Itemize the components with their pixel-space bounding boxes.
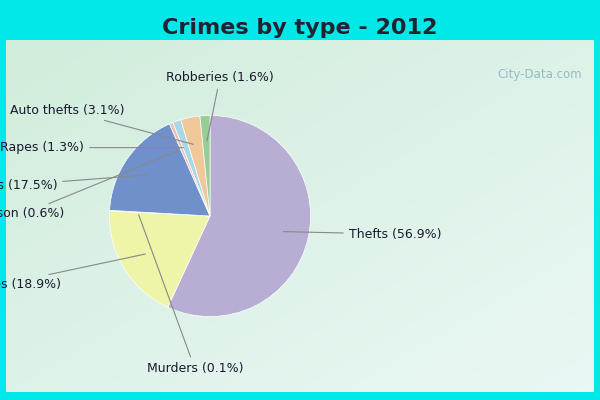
- Text: Rapes (1.3%): Rapes (1.3%): [1, 141, 184, 154]
- Wedge shape: [173, 120, 210, 216]
- Text: Robberies (1.6%): Robberies (1.6%): [166, 71, 274, 141]
- Text: Burglaries (18.9%): Burglaries (18.9%): [0, 254, 145, 291]
- Text: Auto thefts (3.1%): Auto thefts (3.1%): [10, 104, 193, 144]
- Text: Assaults (17.5%): Assaults (17.5%): [0, 175, 148, 192]
- Text: Arson (0.6%): Arson (0.6%): [0, 150, 179, 220]
- Wedge shape: [181, 116, 210, 216]
- Wedge shape: [169, 122, 210, 216]
- Text: Thefts (56.9%): Thefts (56.9%): [283, 228, 441, 241]
- Wedge shape: [110, 124, 210, 216]
- Text: Murders (0.1%): Murders (0.1%): [139, 215, 243, 375]
- Text: City-Data.com: City-Data.com: [497, 68, 582, 81]
- Text: Crimes by type - 2012: Crimes by type - 2012: [163, 18, 437, 38]
- Wedge shape: [200, 116, 210, 216]
- Wedge shape: [110, 210, 210, 216]
- Wedge shape: [109, 211, 210, 307]
- Wedge shape: [168, 116, 311, 316]
